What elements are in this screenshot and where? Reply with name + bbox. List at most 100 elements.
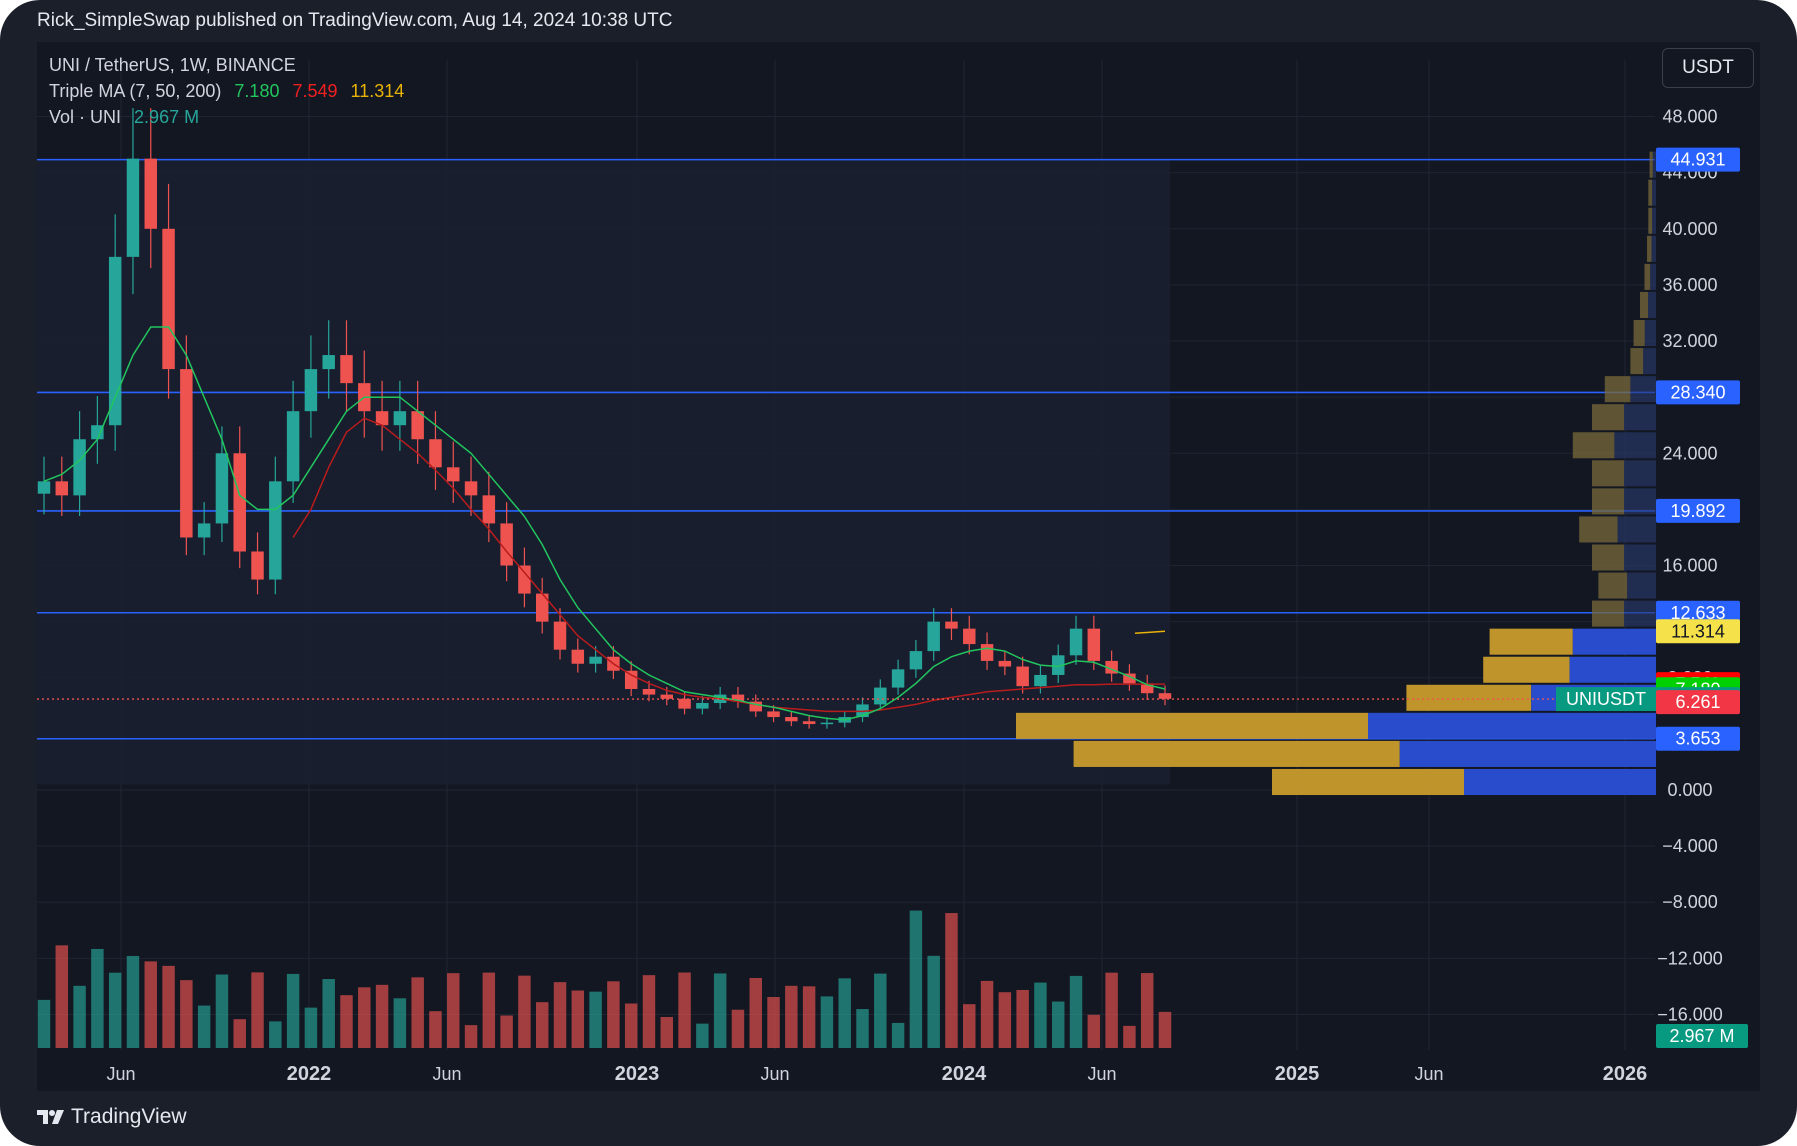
volume-bar: [447, 973, 460, 1048]
price-label: 6.261: [1675, 692, 1720, 712]
tradingview-brand[interactable]: TradingView: [37, 1105, 187, 1129]
candle-body: [945, 621, 958, 629]
candle-body: [963, 628, 976, 645]
volume-profile-buy: [1624, 600, 1656, 627]
ma7-value: 7.180: [234, 81, 280, 101]
volume-axis-label: 2.967 M: [1669, 1026, 1734, 1046]
volume-bar: [73, 985, 86, 1048]
x-tick-label: Jun: [106, 1064, 135, 1084]
candle-body: [286, 411, 300, 482]
volume-profile-buy: [1652, 179, 1656, 206]
volume-profile-sell: [1483, 656, 1570, 683]
volume-bar: [375, 984, 389, 1048]
volume-indicator-label[interactable]: Vol · UNI: [49, 107, 122, 127]
volume-bar: [696, 1023, 709, 1048]
volume-profile-buy: [1648, 291, 1656, 318]
candle-body: [37, 481, 51, 494]
volume-bar: [269, 1021, 282, 1048]
level-price-label-bg: [1656, 600, 1740, 625]
level-price-label: 19.892: [1670, 501, 1725, 521]
volume-profile-sell: [1592, 460, 1624, 487]
volume-profile-sell: [1592, 404, 1624, 431]
volume-bar: [749, 977, 762, 1048]
symbol-price-tag: UNIUSDT: [1566, 689, 1646, 709]
ma7-line: [43, 326, 1166, 721]
currency-button[interactable]: USDT: [1662, 48, 1754, 88]
candle-body: [340, 355, 353, 384]
candle-body: [767, 711, 780, 718]
volume-bar: [1105, 972, 1118, 1048]
level-price-label: 3.653: [1675, 729, 1720, 749]
volume-bar: [1087, 1014, 1101, 1048]
volume-bar: [891, 1022, 905, 1048]
x-tick-label: 2022: [287, 1063, 332, 1085]
ma-indicator-label[interactable]: Triple MA (7, 50, 200): [49, 81, 222, 101]
level-price-label-bg: [1656, 498, 1740, 523]
volume-bar: [642, 975, 656, 1048]
candle-body: [785, 717, 798, 722]
x-tick-label: 2024: [942, 1063, 987, 1085]
candle-body: [660, 694, 674, 699]
volume-bar: [464, 1025, 478, 1048]
y-tick-label: 40.000: [1662, 219, 1717, 239]
volume-profile-sell: [1640, 291, 1648, 318]
volume-bar: [197, 1005, 211, 1048]
volume-profile-buy: [1650, 263, 1656, 290]
candle-body: [375, 411, 389, 426]
symbol-title[interactable]: UNI / TetherUS, 1W, BINANCE: [49, 55, 296, 75]
volume-profile-buy: [1624, 544, 1656, 571]
level-price-label: 44.931: [1670, 150, 1725, 170]
volume-bar: [1034, 982, 1047, 1048]
volume-bar: [998, 992, 1012, 1048]
volume-bar: [874, 973, 887, 1048]
candle-body: [464, 481, 478, 496]
volume-bar: [304, 1007, 318, 1048]
level-price-label: 28.340: [1670, 382, 1725, 402]
volume-profile-sell: [1648, 179, 1653, 206]
volume-profile-buy: [1368, 712, 1656, 739]
candle-body: [874, 687, 887, 705]
candle-body: [802, 721, 816, 725]
volume-bar: [518, 975, 531, 1048]
candle-body: [215, 453, 229, 524]
y-tick-label: −8.000: [1662, 892, 1718, 912]
ma50-line: [292, 417, 1165, 713]
volume-profile-buy: [1464, 768, 1656, 796]
candle-body: [269, 481, 282, 580]
candle-body: [447, 467, 460, 482]
volume-bar: [286, 973, 300, 1048]
volume-bar: [909, 910, 923, 1048]
volume-bar: [1158, 1011, 1172, 1048]
brand-label: TradingView: [71, 1105, 187, 1128]
candle-body: [624, 670, 638, 689]
volume-bar: [535, 1002, 549, 1048]
y-tick-label: 24.000: [1662, 443, 1717, 463]
volume-profile-sell: [1406, 684, 1532, 711]
volume-bar: [358, 987, 371, 1048]
candle-body: [1052, 655, 1065, 675]
volume-bar: [1123, 1025, 1136, 1048]
volume-profile-buy: [1614, 432, 1656, 459]
tradingview-logo-icon: [37, 1110, 64, 1124]
volume-bar: [820, 996, 834, 1048]
candle-body: [197, 523, 211, 538]
level-price-label-bg: [1656, 147, 1740, 172]
volume-profile-buy: [1624, 404, 1656, 431]
y-tick-label: 48.000: [1662, 107, 1717, 127]
volume-bar: [37, 999, 51, 1048]
candle-body: [126, 158, 140, 257]
volume-profile-buy: [1624, 488, 1656, 515]
volume-profile-sell: [1649, 151, 1653, 178]
volume-bar: [802, 986, 816, 1048]
volume-bar: [571, 990, 585, 1048]
candle-body: [589, 656, 602, 664]
volume-bar: [429, 1011, 442, 1048]
level-price-label-bg: [1656, 380, 1740, 405]
volume-profile-sell: [1016, 712, 1368, 739]
volume-value: 2.967 M: [134, 107, 200, 127]
candle-body: [251, 551, 264, 580]
volume-profile-sell: [1630, 348, 1644, 375]
volume-profile-buy: [1651, 235, 1656, 262]
volume-bar: [856, 1009, 869, 1048]
